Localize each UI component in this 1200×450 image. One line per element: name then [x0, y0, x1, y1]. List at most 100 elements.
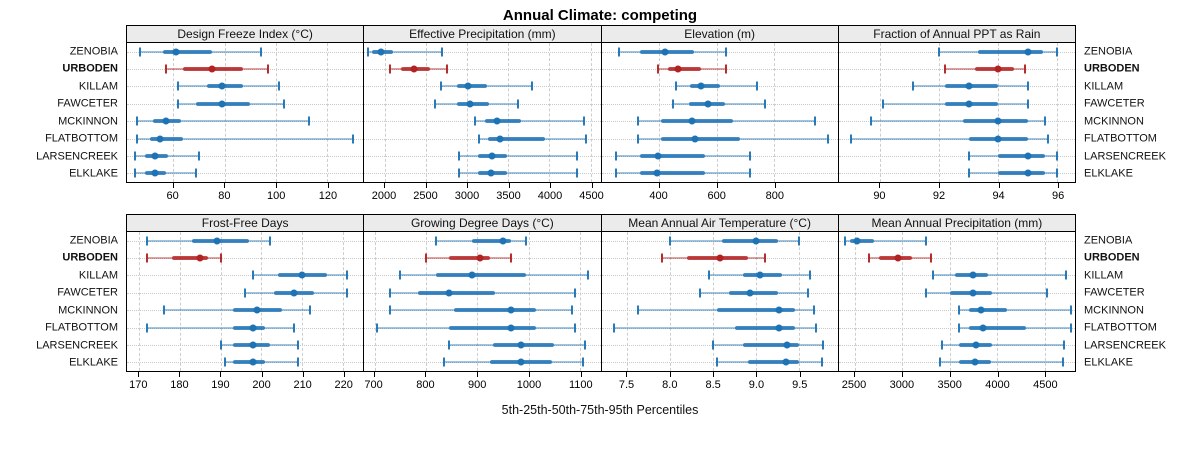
axis-tick-label: 2500 [841, 379, 867, 391]
iqr-line-25-75 [418, 290, 496, 295]
iqr-line-25-75 [747, 360, 800, 365]
whisker-cap-5th [447, 340, 450, 350]
vertical-gridline [1057, 43, 1059, 182]
vertical-gridline [173, 43, 175, 182]
axis-tick-label: 1000 [516, 379, 542, 391]
whisker-cap-5th [457, 168, 460, 178]
panel-title: Mean Annual Precipitation (mm) [871, 216, 1043, 230]
whisker-cap-95th [351, 134, 354, 144]
row-reference-line [838, 69, 1075, 71]
whisker-cap-5th [388, 64, 391, 74]
panel-plot-area [600, 43, 839, 183]
x-axis: 700 800 900 1000 1100 [363, 372, 601, 395]
plot-title: Annual Climate: competing [502, 7, 698, 24]
vertical-gridline [261, 232, 263, 371]
vertical-gridline [902, 232, 904, 371]
row-reference-line [601, 362, 838, 364]
axis-tick [550, 183, 552, 188]
axis-tick-label: 4500 [579, 190, 604, 202]
whisker-cap-95th [1070, 323, 1073, 333]
whisker-cap-5th [939, 357, 942, 367]
row-reference-line [127, 275, 364, 277]
whisker-cap-5th [434, 99, 437, 109]
vertical-gridline [1044, 232, 1046, 371]
axis-tick [997, 372, 999, 377]
x-axis: 400 600 800 [601, 183, 839, 206]
iqr-line-25-75 [192, 238, 250, 243]
whisker-cap-95th [584, 340, 587, 350]
site-label-flatbottom: FLATBOTTOM [1084, 321, 1157, 334]
trellis-figure: ZENOBIA URBODEN KILLAM FAWCETER MCKINNON FLAT… [0, 25, 1200, 395]
site-label-killam: KILLAM [78, 269, 118, 282]
site-label-larsencreek: LARSENCREEK [1084, 150, 1166, 163]
row-reference-line [364, 69, 601, 71]
median-dot [517, 358, 525, 366]
median-dot [688, 117, 696, 125]
whisker-cap-5th [366, 47, 369, 57]
site-label-urboden: URBODEN [1084, 251, 1140, 264]
axis-tick-label: 92 [932, 190, 946, 202]
panel-plot-area [363, 232, 602, 372]
whisker-cap-95th [277, 81, 280, 91]
whisker-cap-95th [725, 64, 728, 74]
whisker-cap-95th [822, 340, 825, 350]
row-reference-line [601, 86, 838, 88]
whisker-cap-95th [1064, 270, 1067, 280]
median-dot [994, 135, 1002, 143]
iqr-line-25-75 [171, 256, 209, 261]
axis-tick-label: 170 [129, 379, 148, 391]
whisker-cap-95th [725, 47, 728, 57]
whisker-cap-5th [388, 305, 391, 315]
row-reference-line [838, 362, 1075, 364]
site-labels-inner: ZENOBIA URBODEN KILLAM FAWCETER MCKINNON FLAT… [1076, 43, 1200, 183]
median-dot [674, 65, 682, 73]
whisker-cap-5th [849, 134, 852, 144]
row-reference-line [838, 344, 1075, 346]
whisker-cap-95th [517, 99, 520, 109]
iqr-line-25-75 [232, 325, 266, 330]
whisker-cap-95th [1061, 357, 1064, 367]
axis-tick-label: 800 [765, 190, 785, 202]
row-reference-line [601, 327, 838, 329]
axis-tick [669, 372, 671, 377]
axis-tick-label: 400 [649, 190, 668, 202]
row-reference-line [838, 310, 1075, 312]
whisker-cap-95th [571, 305, 574, 315]
whisker-cap-5th [146, 253, 149, 263]
whisker-cap-95th [812, 305, 815, 315]
whisker-cap-95th [195, 168, 198, 178]
site-labels-left: ZENOBIA URBODEN KILLAM FAWCETER MCKINNON FLAT… [0, 214, 126, 372]
median-dot [496, 135, 504, 143]
row-reference-line [838, 155, 1075, 157]
whisker-cap-5th [376, 323, 379, 333]
vertical-gridline [467, 43, 469, 182]
whisker-cap-5th [674, 81, 677, 91]
vertical-gridline [880, 43, 882, 182]
iqr-line-25-75 [487, 136, 546, 141]
whisker-cap-95th [815, 323, 818, 333]
axis-tick-label: 220 [334, 379, 353, 391]
row-reference-line [364, 138, 601, 140]
whisker-cap-95th [1062, 340, 1065, 350]
median-dot [290, 289, 298, 297]
whisker-cap-95th [575, 168, 578, 178]
axis-tick-label: 60 [166, 190, 179, 202]
whisker-cap-5th [136, 116, 139, 126]
median-dot [969, 271, 977, 279]
whisker-line-5-95 [940, 361, 1063, 364]
vertical-gridline [275, 43, 277, 182]
row-reference-line [838, 258, 1075, 260]
median-dot [756, 271, 764, 279]
row-reference-line [601, 69, 838, 71]
axis-tick [580, 372, 582, 377]
row-reference-line [127, 138, 364, 140]
panel-growing-degree-days-c-: Growing Degree Days (°C) 700 800 900 1000 110… [363, 214, 602, 395]
axis-tick-label: 8.5 [705, 379, 721, 391]
whisker-cap-5th [474, 116, 477, 126]
site-label-fawceter: FAWCETER [57, 286, 118, 299]
panel-strip: Mean Annual Air Temperature (°C) [600, 214, 839, 232]
whisker-cap-5th [637, 134, 640, 144]
axis-tick-label: 96 [1052, 190, 1065, 202]
whisker-cap-5th [716, 357, 719, 367]
median-dot [172, 48, 180, 56]
